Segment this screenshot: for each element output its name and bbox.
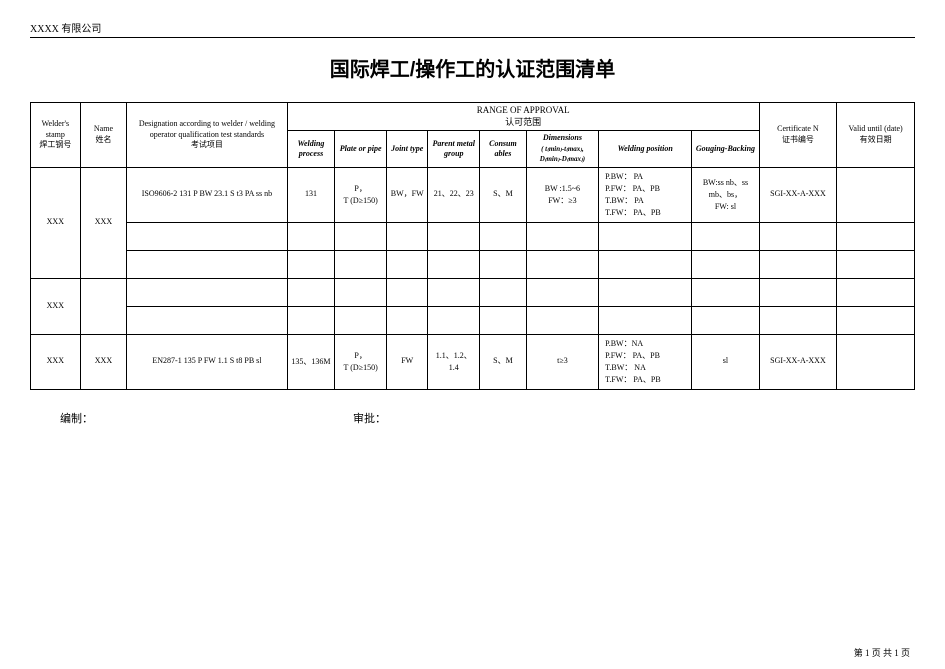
cell-empty [759,306,837,334]
cell-empty [287,222,335,250]
cell-joint: FW [387,334,428,389]
cell-empty [599,306,692,334]
cell-empty [127,306,287,334]
footer: 编制： 审批： [30,410,915,426]
cell-empty [127,222,287,250]
company-header: XXXX 有限公司 [30,20,915,38]
table-row [31,306,915,334]
cell-empty [428,250,480,278]
cell-empty [335,222,387,250]
cell-empty [428,278,480,306]
cell-empty [387,306,428,334]
col-consum: Consum ables [480,131,527,167]
table-row: XXX [31,278,915,306]
approval-table: Welder's stamp 焊工钢号 Name 姓名 Designation … [30,102,915,390]
cell-parent: 1.1、1.2、1.4 [428,334,480,389]
cell-position: P.BW： PAP.FW： PA、PBT.BW： PAT.FW： PA、PB [599,167,692,222]
cell-gouging: sl [692,334,759,389]
col-parent: Parent metal group [428,131,480,167]
cell-name [80,278,127,334]
cell-name: XXX [80,167,127,278]
cell-empty [287,250,335,278]
cell-empty [599,250,692,278]
cell-dim: BW :1.5~6FW：≥3 [526,167,598,222]
cell-empty [692,250,759,278]
col-stamp: Welder's stamp 焊工钢号 [31,103,81,168]
cell-empty [526,278,598,306]
col-plate: Plate or pipe [335,131,387,167]
cell-certificate: SGI-XX-A-XXX [759,334,837,389]
cell-dim: t≥3 [526,334,598,389]
cell-empty [837,306,915,334]
cell-empty [387,278,428,306]
cell-empty [335,250,387,278]
col-joint: Joint type [387,131,428,167]
footer-prepare: 编制： [60,410,93,426]
cell-empty [480,250,527,278]
cell-valid [837,167,915,222]
cell-valid [837,334,915,389]
page-title: 国际焊工/操作工的认证范围清单 [30,53,915,82]
cell-consum: S、M [480,167,527,222]
cell-certificate: SGI-XX-A-XXX [759,167,837,222]
cell-name: XXX [80,334,127,389]
col-valid: Valid until (date) 有效日期 [837,103,915,168]
cell-empty [480,222,527,250]
cell-designation: ISO9606-2 131 P BW 23.1 S t3 PA ss nb [127,167,287,222]
cell-empty [837,278,915,306]
cell-empty [526,222,598,250]
cell-position: P.BW：NAP.FW： PA、PBT.BW： NAT.FW： PA、PB [599,334,692,389]
cell-empty [759,278,837,306]
col-designation: Designation according to welder / weldin… [127,103,287,168]
cell-designation: EN287-1 135 P FW 1.1 S t8 PB sl [127,334,287,389]
cell-empty [599,222,692,250]
col-range: RANGE OF APPROVAL 认可范围 [287,103,759,131]
cell-empty [335,278,387,306]
cell-empty [526,250,598,278]
cell-empty [526,306,598,334]
cell-gouging: BW:ss nb、ss mb、bs，FW: sl [692,167,759,222]
cell-empty [480,306,527,334]
cell-consum: S、M [480,334,527,389]
cell-empty [692,306,759,334]
cell-stamp: XXX [31,167,81,278]
col-process: Welding process [287,131,335,167]
cell-stamp: XXX [31,334,81,389]
cell-process: 131 [287,167,335,222]
col-name: Name 姓名 [80,103,127,168]
cell-empty [387,250,428,278]
cell-empty [287,306,335,334]
cell-empty [692,278,759,306]
table-row [31,222,915,250]
col-dim: Dimensions ( t₍min₎-t₍max₎, D₍min₎-D₍max… [526,131,598,167]
table-row: XXXXXXEN287-1 135 P FW 1.1 S t8 PB sl135… [31,334,915,389]
cell-empty [837,222,915,250]
cell-empty [692,222,759,250]
cell-empty [837,250,915,278]
cell-empty [335,306,387,334]
cell-plate: P，T (D≥150) [335,167,387,222]
page-number: 第 1 页 共 1 页 [854,646,910,659]
cell-empty [287,278,335,306]
cell-empty [480,278,527,306]
cell-joint: BW，FW [387,167,428,222]
footer-approve: 审批： [353,410,386,426]
cell-stamp: XXX [31,278,81,334]
cell-parent: 21、22、23 [428,167,480,222]
cell-empty [759,222,837,250]
cell-empty [599,278,692,306]
cell-process: 135、136M [287,334,335,389]
table-row [31,250,915,278]
table-row: XXXXXXISO9606-2 131 P BW 23.1 S t3 PA ss… [31,167,915,222]
cell-empty [759,250,837,278]
cell-empty [387,222,428,250]
cell-plate: P，T (D≥150) [335,334,387,389]
col-gouging: Gouging-Backing [692,131,759,167]
cell-empty [428,306,480,334]
col-position: Welding position [599,131,692,167]
cell-empty [428,222,480,250]
cell-empty [127,250,287,278]
cell-empty [127,278,287,306]
col-certificate: Certificate N 证书编号 [759,103,837,168]
